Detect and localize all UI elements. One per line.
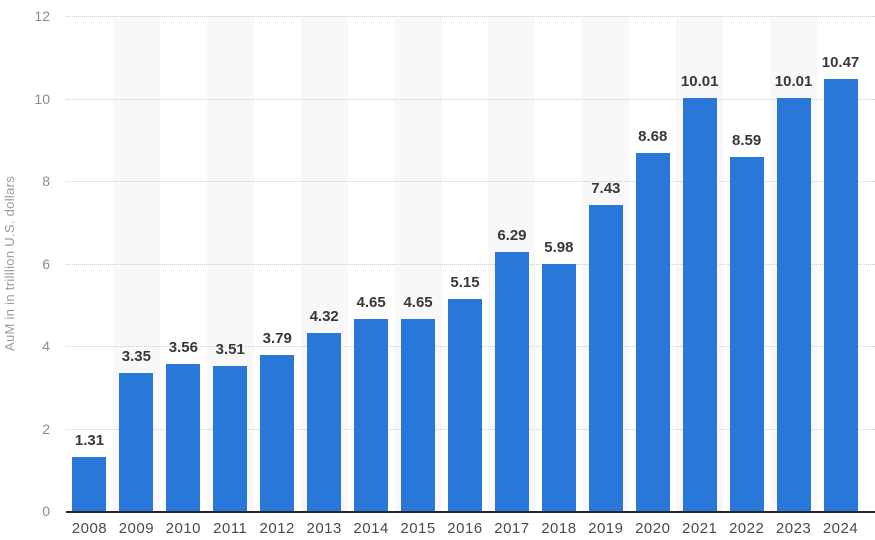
bar[interactable] (166, 364, 201, 511)
x-axis-label: 2019 (588, 520, 624, 537)
bar[interactable] (354, 319, 389, 511)
y-tick-label: 0 (42, 503, 50, 519)
bar-value-label: 10.01 (774, 73, 813, 91)
bar-value-label: 5.15 (450, 273, 480, 291)
y-tick-label: 4 (42, 338, 50, 354)
bar[interactable] (72, 456, 107, 511)
x-axis-label: 2008 (71, 520, 108, 537)
y-tick-label: 2 (42, 420, 50, 437)
x-axis-label: 2013 (306, 520, 342, 537)
bar[interactable] (307, 332, 342, 511)
bar-value-label: 10.47 (821, 54, 860, 72)
bar[interactable] (119, 372, 154, 511)
bar[interactable] (213, 366, 248, 511)
x-axis-line (66, 511, 875, 513)
x-axis-label: 2014 (353, 520, 389, 537)
x-axis-label: 2017 (494, 520, 530, 537)
bar[interactable] (541, 264, 576, 511)
bar-value-label: 3.79 (262, 329, 292, 347)
y-tick-label: 8 (42, 173, 50, 189)
bar-value-label: 1.31 (74, 431, 105, 449)
gridline (66, 98, 875, 100)
bar-value-label: 8.59 (732, 131, 762, 149)
bar-value-label: 6.29 (497, 226, 527, 244)
x-axis-label: 2010 (165, 520, 202, 537)
x-axis-label: 2016 (447, 520, 483, 537)
x-axis-label: 2020 (635, 520, 671, 537)
bar[interactable] (823, 79, 858, 511)
bar[interactable] (588, 204, 623, 511)
bar[interactable] (729, 156, 764, 511)
bar-value-label: 3.56 (168, 339, 198, 357)
x-axis-label: 2024 (822, 520, 859, 537)
x-axis-label: 2012 (259, 520, 295, 537)
y-tick-label: 6 (42, 255, 50, 272)
bar[interactable] (776, 98, 811, 511)
x-axis-label: 2015 (400, 520, 436, 537)
bar[interactable] (401, 319, 436, 511)
gridline (66, 16, 875, 17)
bar-value-label: 7.43 (591, 179, 621, 197)
y-tick-label: 10 (34, 90, 50, 107)
bar-value-label: 10.01 (680, 73, 719, 91)
bar[interactable] (635, 152, 670, 511)
bar[interactable] (682, 98, 717, 511)
bar-value-label: 3.51 (215, 341, 245, 359)
gridline (66, 181, 875, 182)
bar-value-label: 4.32 (309, 307, 339, 325)
y-tick-label: 12 (34, 8, 50, 24)
bar-value-label: 4.65 (356, 294, 386, 312)
bar[interactable] (448, 298, 482, 511)
bar-value-label: 4.65 (403, 294, 433, 312)
bar-value-label: 3.35 (121, 347, 151, 365)
bar[interactable] (494, 251, 529, 511)
x-axis-label: 2011 (213, 520, 248, 537)
x-axis-label: 2009 (118, 520, 155, 537)
x-axis-label: 2021 (682, 520, 718, 537)
x-axis-label: 2018 (541, 520, 577, 537)
bar-value-label: 8.68 (638, 127, 668, 145)
gridline (66, 263, 875, 265)
x-axis-label: 2022 (728, 520, 765, 537)
bar[interactable] (260, 354, 295, 511)
x-axis-label: 2023 (775, 520, 812, 537)
bar-value-label: 5.98 (544, 239, 574, 257)
